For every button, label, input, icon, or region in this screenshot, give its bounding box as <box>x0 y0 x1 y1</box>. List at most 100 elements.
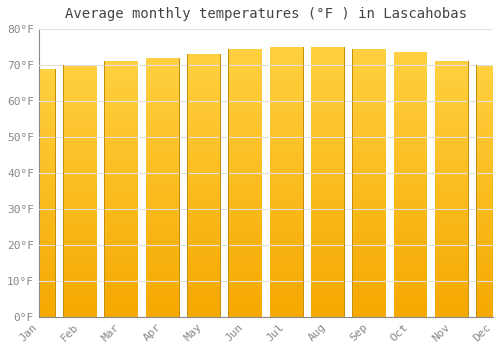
Bar <box>394 280 428 284</box>
Bar <box>270 131 304 135</box>
Bar <box>435 192 468 196</box>
Bar <box>104 93 138 97</box>
Bar <box>146 242 180 246</box>
Bar <box>187 271 221 274</box>
Bar <box>311 280 345 283</box>
Bar <box>476 78 500 81</box>
Bar <box>270 256 304 259</box>
Bar <box>394 221 428 224</box>
Bar <box>228 49 262 52</box>
Bar <box>435 100 468 103</box>
Bar <box>435 135 468 138</box>
Bar <box>104 266 138 269</box>
Bar <box>146 194 180 197</box>
Bar <box>476 235 500 238</box>
Bar <box>63 191 97 194</box>
Bar <box>63 166 97 169</box>
Title: Average monthly temperatures (°F ) in Lascahobas: Average monthly temperatures (°F ) in La… <box>65 7 467 21</box>
Bar <box>187 310 221 314</box>
Bar <box>394 267 428 271</box>
Bar <box>311 236 345 239</box>
Bar <box>476 206 500 210</box>
Bar <box>22 106 56 109</box>
Bar <box>22 255 56 258</box>
Bar <box>352 126 386 129</box>
Bar <box>146 197 180 200</box>
Bar <box>228 270 262 273</box>
Bar <box>22 270 56 273</box>
Bar <box>146 233 180 236</box>
Bar <box>187 278 221 281</box>
Bar <box>394 161 428 165</box>
Bar <box>63 292 97 295</box>
Bar <box>104 65 138 68</box>
Bar <box>352 310 386 314</box>
Bar <box>311 290 345 293</box>
Bar <box>104 151 138 154</box>
Bar <box>228 82 262 86</box>
Bar <box>311 84 345 88</box>
Bar <box>435 304 468 307</box>
Bar <box>22 152 56 155</box>
Bar <box>352 166 386 169</box>
Bar <box>435 71 468 74</box>
Bar <box>187 205 221 209</box>
Bar <box>22 208 56 211</box>
Bar <box>311 175 345 178</box>
Bar <box>22 199 56 202</box>
Bar <box>187 84 221 87</box>
Bar <box>22 196 56 199</box>
Bar <box>146 226 180 229</box>
Bar <box>435 65 468 68</box>
Bar <box>63 298 97 301</box>
Bar <box>104 135 138 138</box>
Bar <box>63 241 97 244</box>
Bar <box>104 288 138 291</box>
Bar <box>22 81 56 84</box>
Bar <box>311 296 345 300</box>
Bar <box>146 288 180 291</box>
Bar <box>228 283 262 287</box>
Bar <box>435 189 468 192</box>
Bar <box>63 68 97 71</box>
Bar <box>22 149 56 152</box>
Bar <box>104 282 138 285</box>
Bar <box>187 166 221 169</box>
Bar <box>311 50 345 54</box>
Bar <box>311 88 345 91</box>
Bar <box>394 254 428 257</box>
Bar <box>146 97 180 100</box>
Bar <box>311 273 345 276</box>
Bar <box>146 285 180 288</box>
Bar <box>146 71 180 74</box>
Bar <box>476 254 500 257</box>
Bar <box>104 250 138 253</box>
Bar <box>352 297 386 300</box>
Bar <box>311 246 345 249</box>
Bar <box>435 234 468 237</box>
Bar <box>187 241 221 245</box>
Bar <box>476 97 500 100</box>
Bar <box>63 140 97 144</box>
Bar <box>22 72 56 75</box>
Bar <box>63 229 97 232</box>
Bar <box>146 239 180 242</box>
Bar <box>394 314 428 317</box>
Bar <box>63 263 97 266</box>
Bar <box>146 278 180 281</box>
Bar <box>476 100 500 103</box>
Bar <box>311 125 345 128</box>
Bar <box>270 158 304 162</box>
Bar <box>476 184 500 188</box>
Bar <box>476 194 500 197</box>
Bar <box>228 196 262 200</box>
Bar <box>476 310 500 314</box>
Bar <box>352 263 386 267</box>
Bar <box>187 146 221 149</box>
Bar <box>63 78 97 81</box>
Bar <box>146 164 180 168</box>
Bar <box>311 114 345 118</box>
Bar <box>63 197 97 200</box>
Bar <box>476 292 500 295</box>
Bar <box>476 181 500 184</box>
